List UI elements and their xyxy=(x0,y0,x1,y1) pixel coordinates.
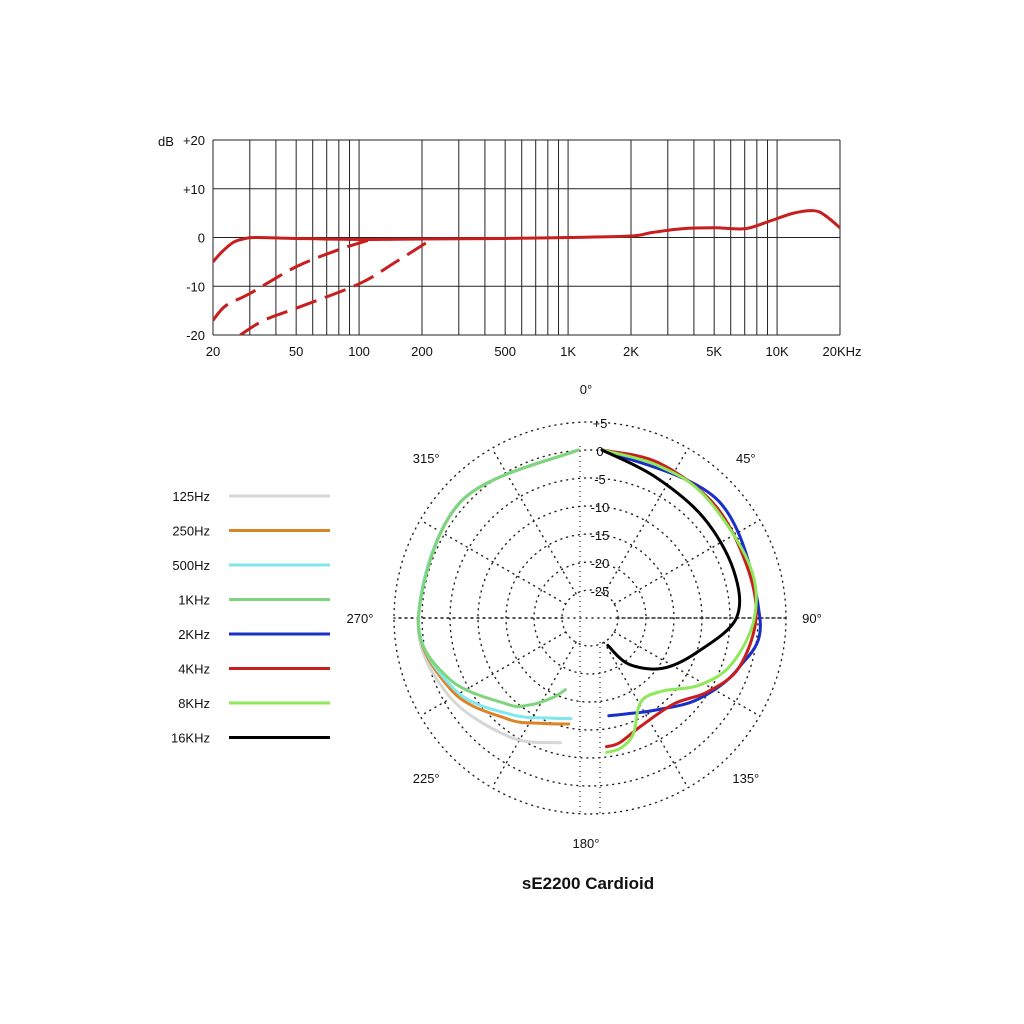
x-tick-label: 2K xyxy=(623,344,639,359)
y-tick-label: -20 xyxy=(186,328,205,343)
legend-item: 2KHz xyxy=(178,627,330,642)
legend-label: 250Hz xyxy=(172,524,210,539)
frequency-series-2 xyxy=(213,238,369,322)
r-tick-label: -20 xyxy=(591,556,610,571)
x-tick-label: 100 xyxy=(348,344,370,359)
r-tick-label: -15 xyxy=(591,528,610,543)
legend-label: 16KHz xyxy=(171,731,210,746)
polar-angle-ticks: 0° 45° 90° 135° 180° 225° 270° 315° xyxy=(347,382,822,851)
frequency-x-ticks: 20 50 100 200 500 1K 2K 5K 10K 20KHz xyxy=(206,344,862,359)
x-tick-label: 10K xyxy=(766,344,789,359)
y-axis-label: dB xyxy=(158,134,174,149)
legend-item: 8KHz xyxy=(178,696,330,711)
polar-spoke xyxy=(419,519,567,605)
r-tick-label: +5 xyxy=(593,416,608,431)
frequency-series-1 xyxy=(213,209,840,263)
x-tick-label: 50 xyxy=(289,344,303,359)
polar-spoke xyxy=(491,447,577,595)
legend-item: 4KHz xyxy=(178,662,330,677)
r-tick-label: -25 xyxy=(591,584,610,599)
y-tick-label: 0 xyxy=(198,231,205,246)
polar-spoke xyxy=(419,631,567,717)
angle-tick-label: 0° xyxy=(580,382,592,397)
chart-title: sE2200 Cardioid xyxy=(522,874,654,893)
legend-item: 250Hz xyxy=(172,524,330,539)
legend-label: 500Hz xyxy=(172,558,210,573)
angle-tick-label: 135° xyxy=(732,771,759,786)
x-tick-label: 200 xyxy=(411,344,433,359)
polar-series-500Hz xyxy=(416,448,580,721)
y-tick-label: +20 xyxy=(183,133,205,148)
legend: 125Hz 250Hz 500Hz 1KHz 2KHz 4KHz 8KHz 16KHz xyxy=(171,489,330,746)
legend-label: 2KHz xyxy=(178,627,210,642)
frequency-series xyxy=(213,209,840,335)
x-tick-label: 500 xyxy=(494,344,516,359)
angle-tick-label: 270° xyxy=(347,611,374,626)
polar-ring xyxy=(421,449,759,787)
r-tick-label: -5 xyxy=(594,472,606,487)
angle-tick-label: 315° xyxy=(413,451,440,466)
legend-label: 8KHz xyxy=(178,696,210,711)
x-tick-label: 20KHz xyxy=(822,344,861,359)
polar-spoke xyxy=(603,641,689,789)
x-tick-label: 1K xyxy=(560,344,576,359)
legend-item: 16KHz xyxy=(171,731,330,746)
y-tick-label: +10 xyxy=(183,182,205,197)
x-tick-label: 20 xyxy=(206,344,220,359)
polar-series-125Hz xyxy=(416,448,580,745)
legend-item: 1KHz xyxy=(178,593,330,608)
polar-series-8KHz xyxy=(600,448,758,754)
legend-item: 500Hz xyxy=(172,558,330,573)
frequency-series-3 xyxy=(239,238,432,335)
legend-label: 4KHz xyxy=(178,662,210,677)
r-tick-label: 0 xyxy=(596,444,603,459)
polar-ring xyxy=(505,533,675,703)
polar-series xyxy=(416,448,762,754)
polar-series-16KHz xyxy=(600,448,742,671)
polar-spoke xyxy=(613,519,761,605)
polar-grid xyxy=(393,421,787,815)
polar-ring xyxy=(393,421,787,815)
frequency-y-ticks: +20 +10 0 -10 -20 xyxy=(183,133,205,343)
legend-label: 1KHz xyxy=(178,593,210,608)
r-tick-label: -10 xyxy=(591,500,610,515)
polar-series-1KHz xyxy=(416,448,580,709)
frequency-response-chart: dB +20+100-10-20 20 50 100 200 500 1K 2K 5K 10K 2… xyxy=(158,133,862,359)
y-tick-label: -10 xyxy=(186,279,205,294)
angle-tick-label: 90° xyxy=(802,611,822,626)
legend-item: 125Hz xyxy=(172,489,330,504)
polar-chart: +5 0 -5 -10 -15 -20 -25 0° 45° 90° 135° 180° 225° 27… xyxy=(347,382,822,893)
angle-tick-label: 45° xyxy=(736,451,756,466)
angle-tick-label: 180° xyxy=(573,836,600,851)
polar-radius-ticks: +5 0 -5 -10 -15 -20 -25 xyxy=(591,416,610,599)
legend-label: 125Hz xyxy=(172,489,210,504)
x-tick-label: 5K xyxy=(706,344,722,359)
polar-spoke xyxy=(613,631,761,717)
polar-spoke xyxy=(603,447,689,595)
angle-tick-label: 225° xyxy=(413,771,440,786)
polar-spoke xyxy=(491,641,577,789)
